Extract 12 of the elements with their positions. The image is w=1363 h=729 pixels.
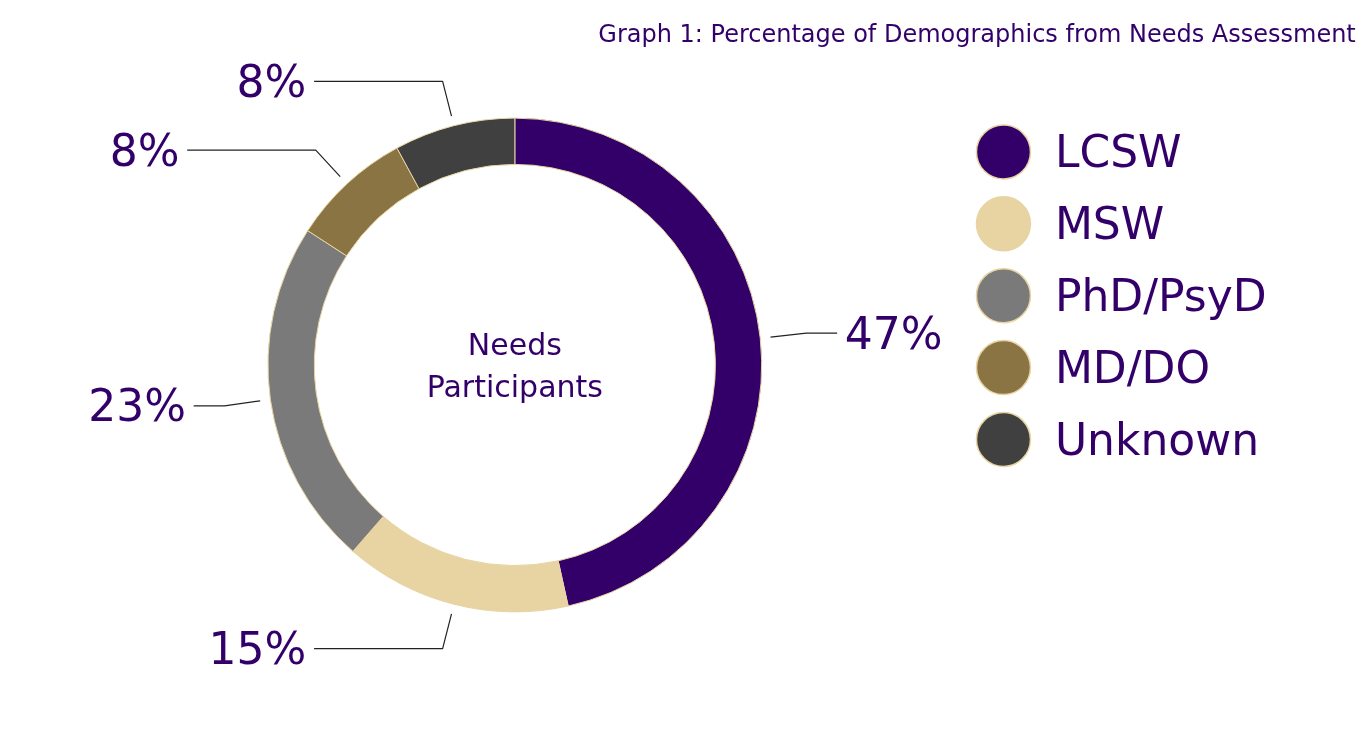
data-label: 8% xyxy=(109,124,180,176)
text: Needs Participants xyxy=(426,326,603,404)
data-label: 8% xyxy=(236,55,307,107)
data-label: 23% xyxy=(88,380,186,432)
data-label: 15% xyxy=(208,623,307,675)
data-label: 47% xyxy=(844,307,943,359)
legend-label: Unknown xyxy=(1054,413,1260,465)
legend-label: MD/DO xyxy=(1054,342,1211,394)
legend-label: LCSW xyxy=(1054,126,1182,178)
legend-label: PhD/PsyD xyxy=(1054,270,1267,322)
legend-label: MSW xyxy=(1054,198,1165,250)
chart-title: Graph 1: Percentage of Demographics from Needs Assessment xyxy=(598,19,1356,48)
